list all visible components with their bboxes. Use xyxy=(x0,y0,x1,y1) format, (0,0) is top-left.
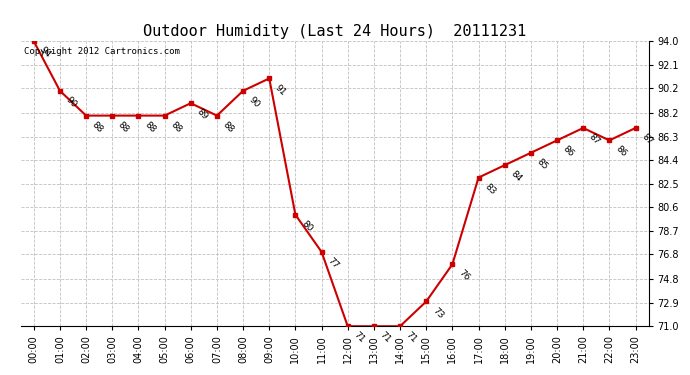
Text: 73: 73 xyxy=(431,306,445,320)
Text: 88: 88 xyxy=(117,120,131,134)
Text: 71: 71 xyxy=(352,330,366,345)
Text: 76: 76 xyxy=(457,268,471,283)
Text: 89: 89 xyxy=(195,107,210,122)
Text: 85: 85 xyxy=(535,157,549,171)
Text: 77: 77 xyxy=(326,256,340,271)
Text: 71: 71 xyxy=(404,330,419,345)
Text: 87: 87 xyxy=(640,132,654,147)
Text: 71: 71 xyxy=(378,330,393,345)
Text: 83: 83 xyxy=(483,182,497,196)
Text: 80: 80 xyxy=(299,219,314,233)
Text: 94: 94 xyxy=(38,45,52,60)
Text: 91: 91 xyxy=(273,82,288,97)
Text: 88: 88 xyxy=(143,120,157,134)
Text: 86: 86 xyxy=(561,144,575,159)
Text: 88: 88 xyxy=(169,120,184,134)
Text: Copyright 2012 Cartronics.com: Copyright 2012 Cartronics.com xyxy=(24,47,179,56)
Text: 90: 90 xyxy=(64,95,79,110)
Text: 84: 84 xyxy=(509,170,523,184)
Text: 87: 87 xyxy=(587,132,602,147)
Text: 88: 88 xyxy=(90,120,105,134)
Text: 86: 86 xyxy=(613,144,628,159)
Text: 88: 88 xyxy=(221,120,235,134)
Text: 90: 90 xyxy=(247,95,262,110)
Title: Outdoor Humidity (Last 24 Hours)  20111231: Outdoor Humidity (Last 24 Hours) 2011123… xyxy=(143,24,526,39)
